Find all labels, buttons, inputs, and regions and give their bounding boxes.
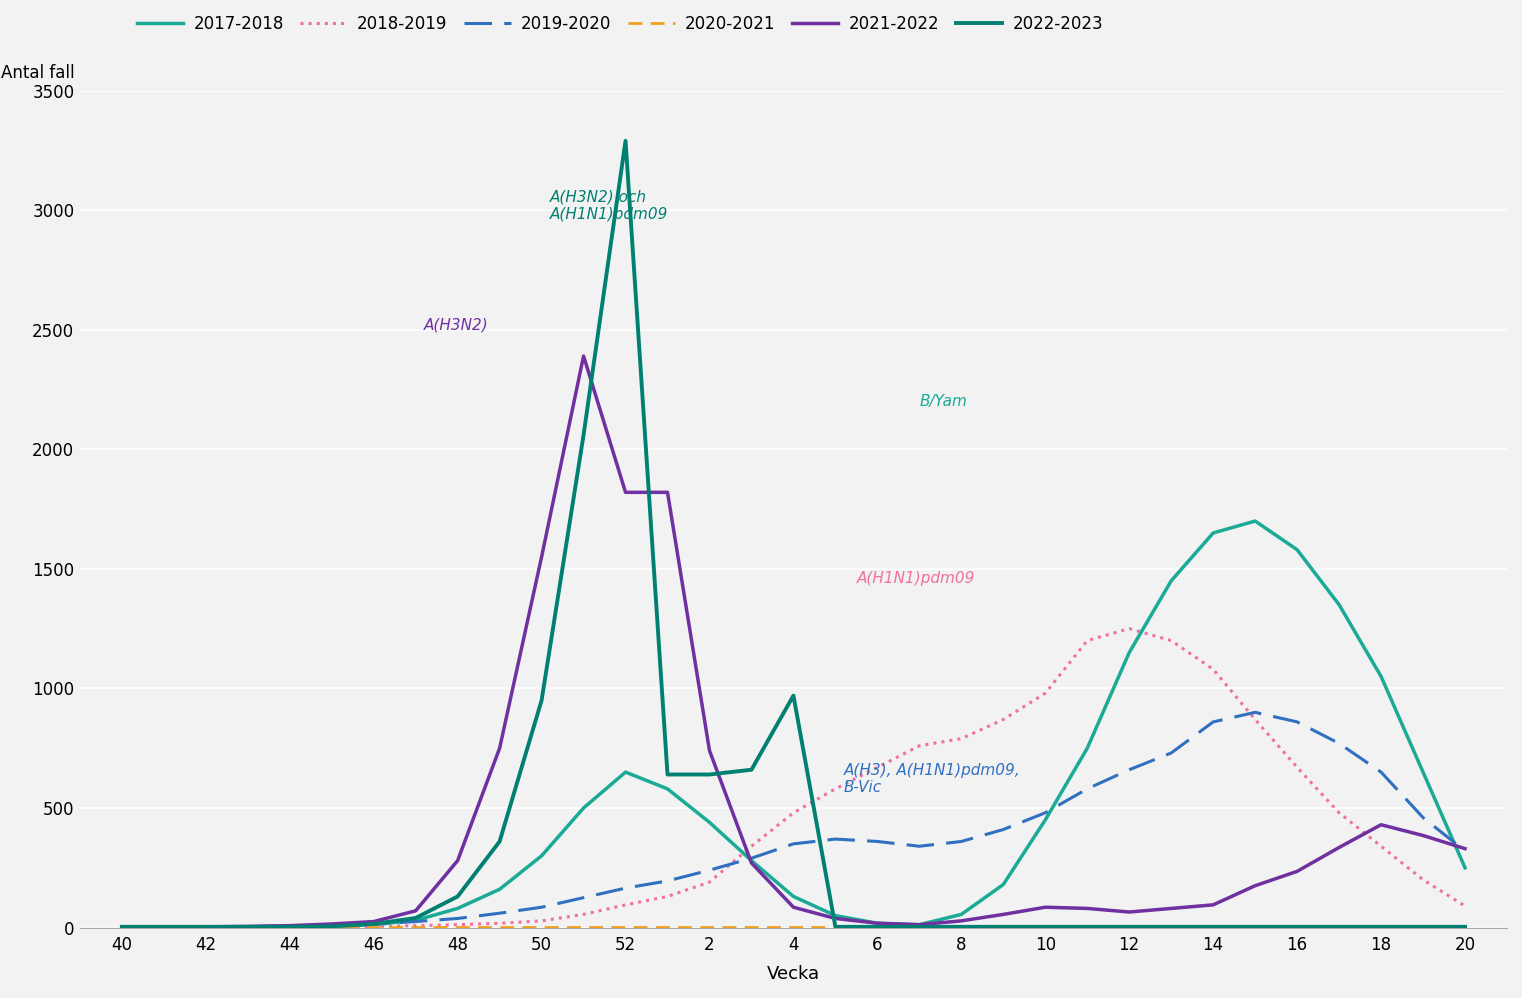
Legend: 2017-2018, 2018-2019, 2019-2020, 2020-2021, 2021-2022, 2022-2023: 2017-2018, 2018-2019, 2019-2020, 2020-20… xyxy=(129,8,1110,40)
Text: A(H3), A(H1N1)pdm09,
B-Vic: A(H3), A(H1N1)pdm09, B-Vic xyxy=(843,763,1020,795)
Text: A(H3N2): A(H3N2) xyxy=(425,317,489,332)
Text: Antal fall: Antal fall xyxy=(2,64,75,82)
Text: A(H1N1)pdm09: A(H1N1)pdm09 xyxy=(857,571,974,586)
X-axis label: Vecka: Vecka xyxy=(767,965,820,983)
Text: A(H3N2) och
A(H1N1)pdm09: A(H3N2) och A(H1N1)pdm09 xyxy=(549,190,668,222)
Text: B/Yam: B/Yam xyxy=(919,394,968,409)
